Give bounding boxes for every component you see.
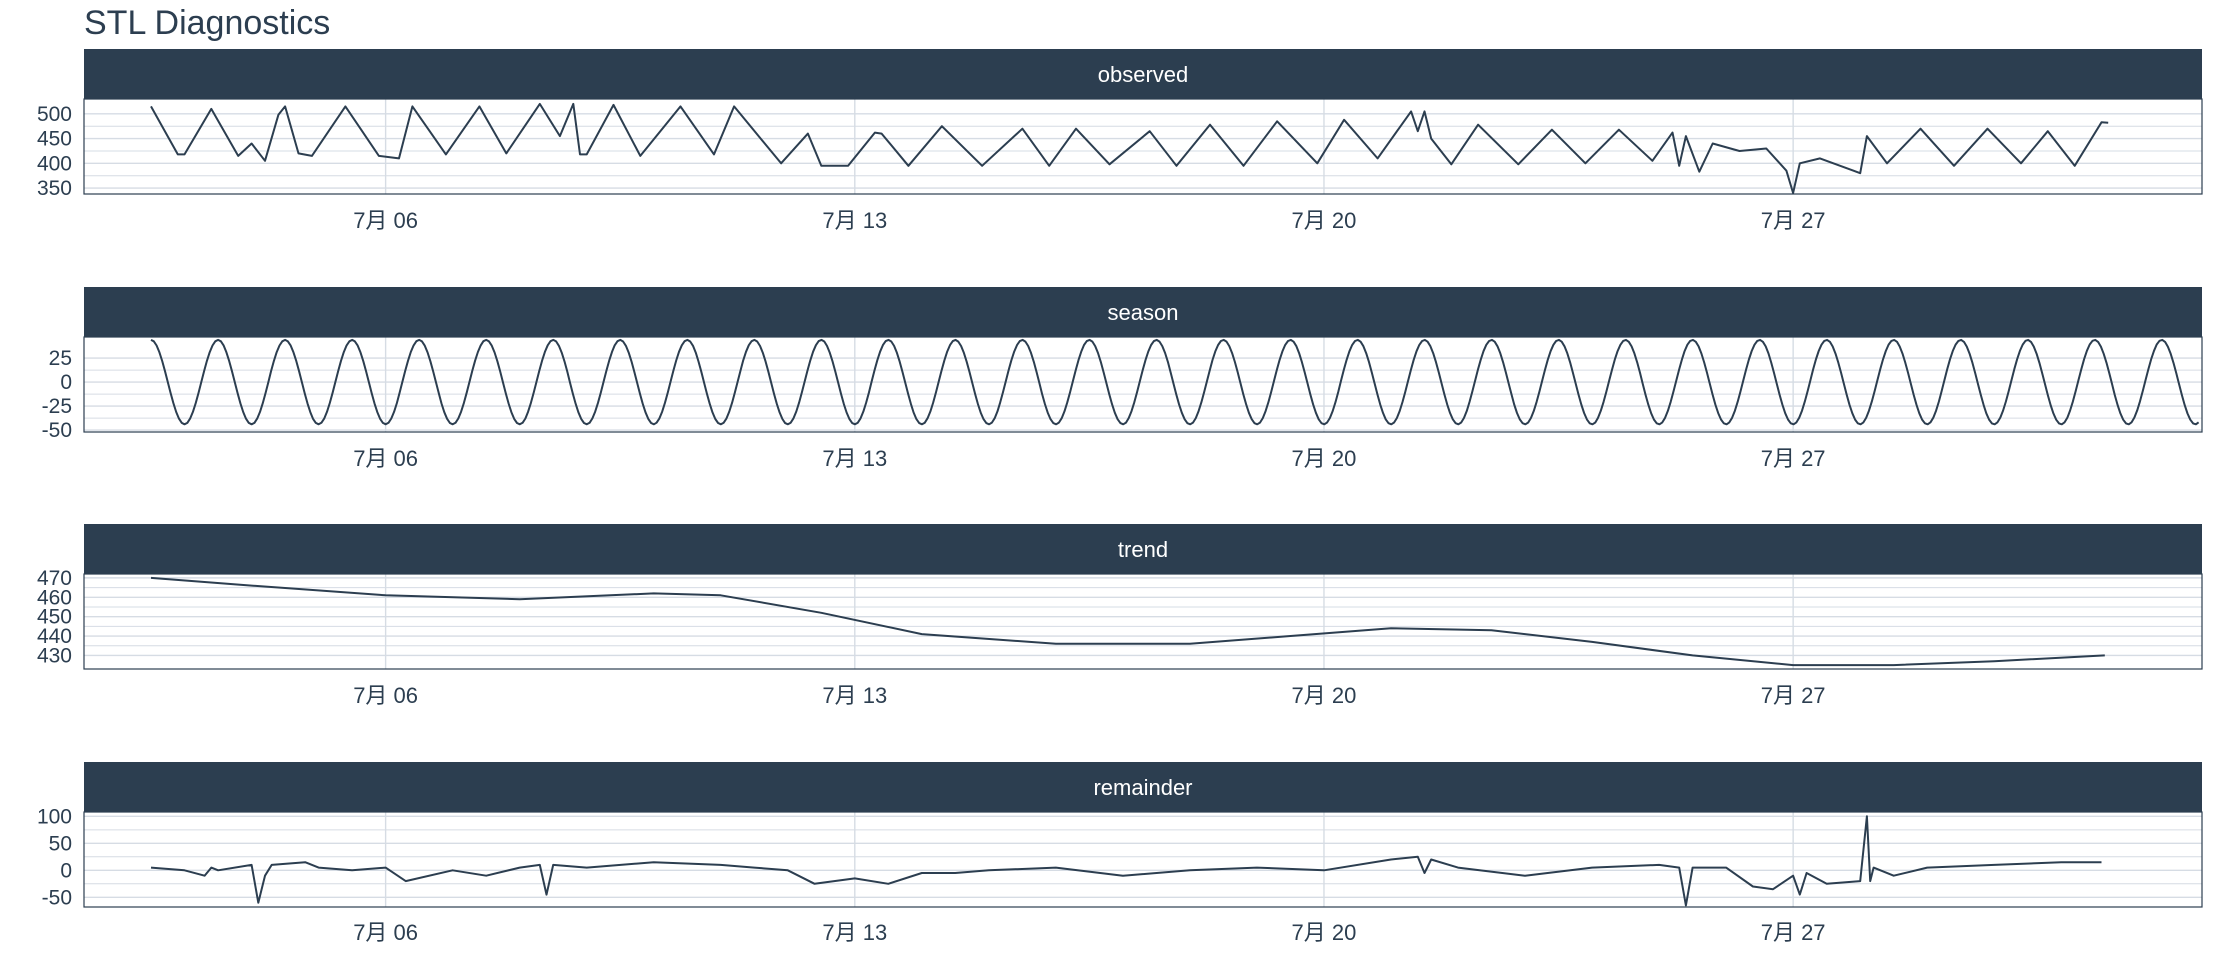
x-tick-label: 7月 27 xyxy=(1761,208,1826,233)
series-line-season xyxy=(150,338,2200,426)
y-tick-label: 100 xyxy=(37,805,72,828)
x-tick-label: 7月 20 xyxy=(1292,208,1357,233)
y-tick-label: -25 xyxy=(42,395,72,418)
x-tick-label: 7月 13 xyxy=(822,683,887,708)
y-tick-label: 50 xyxy=(49,832,72,855)
y-tick-label: 500 xyxy=(37,103,72,126)
y-tick-label: 25 xyxy=(49,347,72,370)
x-tick-label: 7月 20 xyxy=(1292,683,1357,708)
panel-strip-remainder xyxy=(84,762,2202,812)
panel-strip-observed xyxy=(84,49,2202,99)
x-tick-label: 7月 27 xyxy=(1761,446,1826,471)
x-tick-label: 7月 06 xyxy=(353,208,418,233)
panel-border-observed xyxy=(83,98,2203,195)
y-tick-label: 430 xyxy=(37,644,72,667)
panel-strip-label-observed: observed xyxy=(1098,62,1189,87)
y-tick-label: -50 xyxy=(42,886,72,909)
x-tick-label: 7月 06 xyxy=(353,446,418,471)
y-tick-label: 0 xyxy=(60,859,72,882)
y-tick-label: 450 xyxy=(37,606,72,629)
y-tick-label: 350 xyxy=(37,177,72,200)
series-line-remainder xyxy=(150,815,2102,907)
y-tick-label: 0 xyxy=(60,371,72,394)
x-tick-label: 7月 06 xyxy=(353,920,418,945)
panel-border-trend xyxy=(83,573,2203,670)
y-tick-label: 470 xyxy=(37,567,72,590)
panel-strip-season xyxy=(84,287,2202,337)
x-tick-label: 7月 13 xyxy=(822,446,887,471)
x-tick-label: 7月 13 xyxy=(822,208,887,233)
y-tick-label: -50 xyxy=(42,419,72,442)
y-tick-label: 440 xyxy=(37,625,72,648)
x-tick-label: 7月 20 xyxy=(1292,920,1357,945)
series-line-observed xyxy=(150,102,2109,194)
panel-strip-trend xyxy=(84,524,2202,574)
x-tick-label: 7月 20 xyxy=(1292,446,1357,471)
panel-border-remainder xyxy=(83,811,2203,908)
y-tick-label: 450 xyxy=(37,128,72,151)
panel-border-season xyxy=(83,336,2203,433)
x-tick-label: 7月 13 xyxy=(822,920,887,945)
x-tick-label: 7月 27 xyxy=(1761,683,1826,708)
panel-strip-label-trend: trend xyxy=(1118,537,1168,562)
series-line-trend xyxy=(150,576,2105,667)
chart-title: STL Diagnostics xyxy=(84,4,331,42)
panel-strip-label-remainder: remainder xyxy=(1093,775,1192,800)
y-tick-label: 400 xyxy=(37,152,72,175)
y-tick-label: 460 xyxy=(37,586,72,609)
x-tick-label: 7月 27 xyxy=(1761,920,1826,945)
panel-strip-label-season: season xyxy=(1108,300,1179,325)
x-tick-label: 7月 06 xyxy=(353,683,418,708)
